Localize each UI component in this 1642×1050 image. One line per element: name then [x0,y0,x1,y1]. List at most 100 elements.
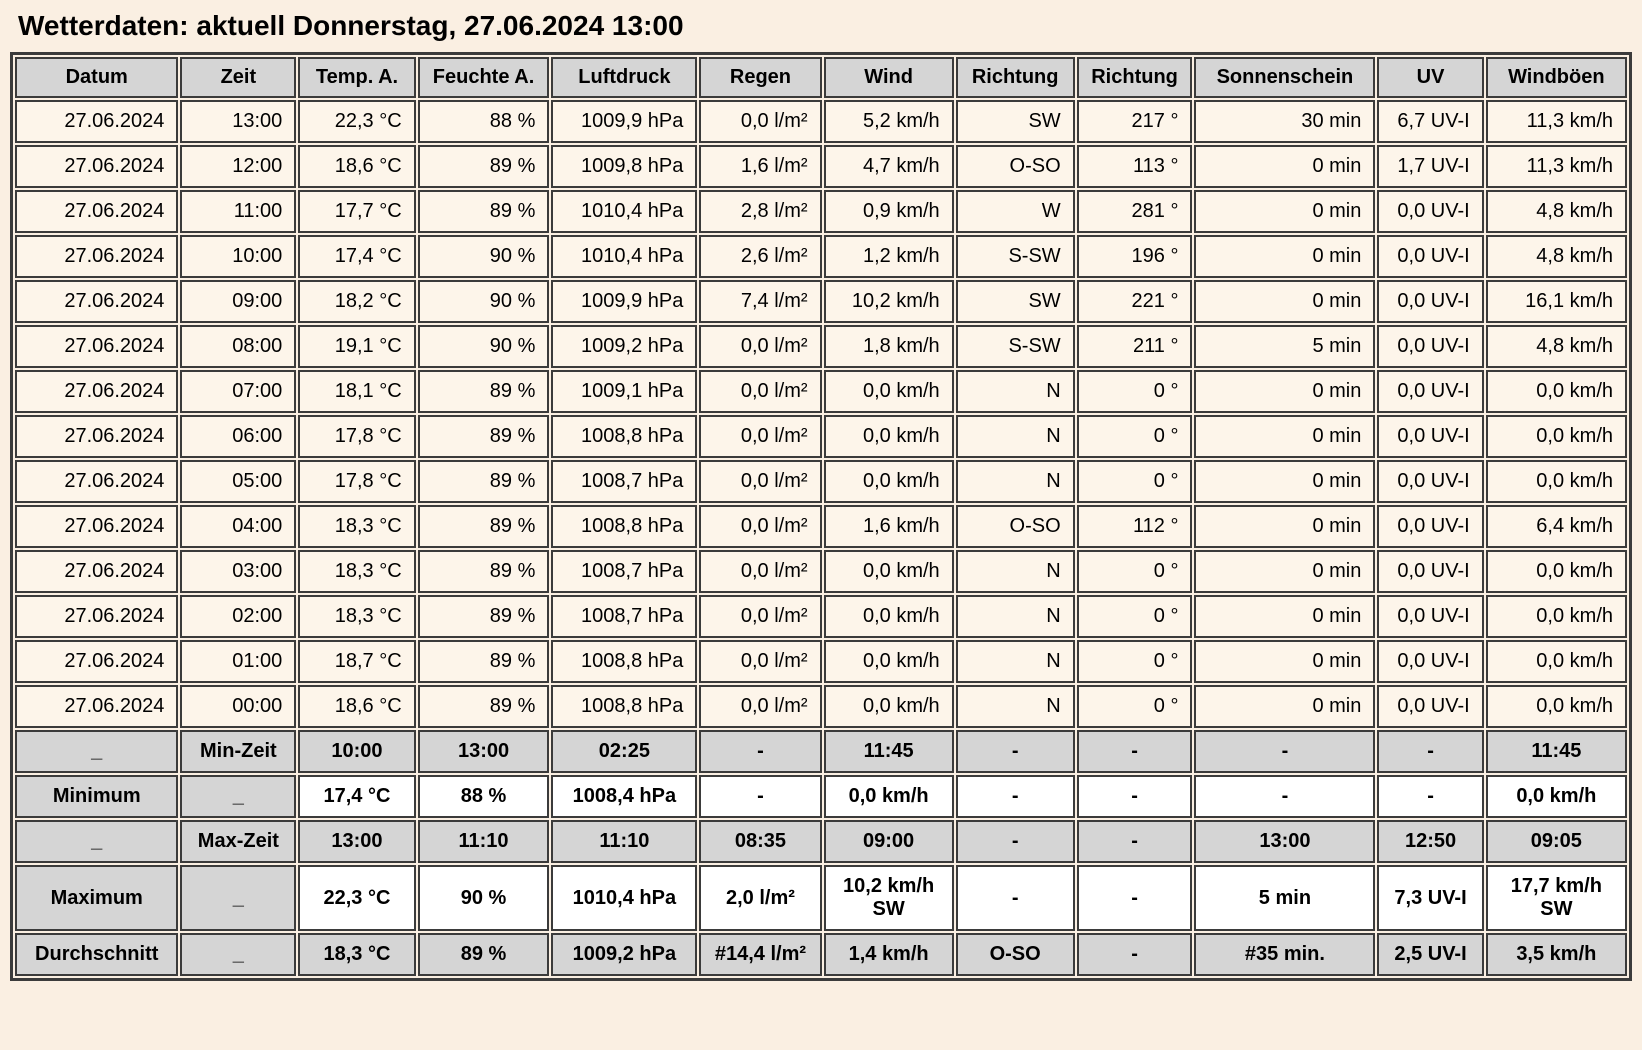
data-cell: 0 ° [1076,595,1193,638]
data-cell: 09:00 [180,280,297,323]
summary-cell: - [1377,730,1484,773]
table-body: 27.06.2024 13:00 22,3 °C 88 % 1009,9 hPa 0,0 … [15,100,1627,976]
data-cell: 27.06.2024 [15,685,179,728]
header-cell: Sonnenschein [1194,57,1376,98]
data-cell: 0,9 km/h [823,190,954,233]
data-cell: 89 % [417,550,550,593]
summary-cell: 13:00 [1194,820,1376,863]
data-cell: 27.06.2024 [15,145,179,188]
data-cell: 00:00 [180,685,297,728]
data-cell: 0 ° [1076,370,1193,413]
header-cell: Regen [699,57,822,98]
data-cell: 1010,4 hPa [551,235,698,278]
summary-cell: 88 % [417,775,550,818]
data-cell: 0,0 UV-I [1377,415,1484,458]
data-cell: N [955,370,1075,413]
data-cell: 18,1 °C [298,370,416,413]
summary-cell: 12:50 [1377,820,1484,863]
data-cell: 112 ° [1076,505,1193,548]
data-cell: 18,3 °C [298,505,416,548]
data-cell: 27.06.2024 [15,235,179,278]
data-cell: 0,0 l/m² [699,325,822,368]
data-cell: N [955,685,1075,728]
summary-cell: - [955,865,1075,931]
data-cell: 1,6 l/m² [699,145,822,188]
summary-cell: 17,7 km/h SW [1485,865,1627,931]
header-cell: UV [1377,57,1484,98]
header-cell: Luftdruck [551,57,698,98]
summary-cell: Maximum [15,865,179,931]
summary-cell: - [1377,775,1484,818]
data-cell: 0,0 l/m² [699,685,822,728]
data-cell: 1008,7 hPa [551,550,698,593]
summary-cell: 11:10 [551,820,698,863]
data-cell: 6,4 km/h [1485,505,1627,548]
data-cell: 0,0 km/h [1485,415,1627,458]
data-cell: 1009,9 hPa [551,100,698,143]
summary-row-max-zeit: _ Max-Zeit 13:00 11:10 11:10 08:35 09:00- -13:0… [15,820,1627,863]
data-cell: 0 min [1194,460,1376,503]
summary-cell: - [1076,775,1193,818]
data-cell: 0,0 UV-I [1377,325,1484,368]
data-cell: 1009,8 hPa [551,145,698,188]
table-row: 27.06.2024 01:00 18,7 °C 89 % 1008,8 hPa 0,0 … [15,640,1627,683]
data-cell: 0 min [1194,145,1376,188]
summary-cell: - [955,775,1075,818]
data-cell: 89 % [417,145,550,188]
data-cell: 0,0 l/m² [699,415,822,458]
table-row: 27.06.2024 12:00 18,6 °C 89 % 1009,8 hPa 1,6 … [15,145,1627,188]
summary-cell: 13:00 [417,730,550,773]
data-cell: 1,8 km/h [823,325,954,368]
data-cell: 0,0 UV-I [1377,370,1484,413]
data-cell: 18,6 °C [298,145,416,188]
data-cell: N [955,415,1075,458]
data-cell: 4,7 km/h [823,145,954,188]
header-cell: Wind [823,57,954,98]
summary-cell: _ [15,820,179,863]
summary-cell: 2,5 UV-I [1377,933,1484,976]
data-cell: N [955,550,1075,593]
data-cell: 89 % [417,685,550,728]
data-cell: 27.06.2024 [15,190,179,233]
table-row: 27.06.2024 02:00 18,3 °C 89 % 1008,7 hPa 0,0 … [15,595,1627,638]
data-cell: 196 ° [1076,235,1193,278]
table-row: 27.06.2024 08:00 19,1 °C 90 % 1009,2 hPa 0,0 … [15,325,1627,368]
summary-cell: _ [180,865,297,931]
summary-cell: 09:05 [1485,820,1627,863]
data-cell: 1,7 UV-I [1377,145,1484,188]
table-row: 27.06.2024 09:00 18,2 °C 90 % 1009,9 hPa 7,4 … [15,280,1627,323]
table-row: 27.06.2024 04:00 18,3 °C 89 % 1008,8 hPa 0,0 … [15,505,1627,548]
data-cell: 17,7 °C [298,190,416,233]
data-cell: 13:00 [180,100,297,143]
header-cell: Temp. A. [298,57,416,98]
data-cell: 18,2 °C [298,280,416,323]
data-cell: 2,8 l/m² [699,190,822,233]
summary-cell: #14,4 l/m² [699,933,822,976]
summary-cell: 3,5 km/h [1485,933,1627,976]
data-cell: 0 min [1194,505,1376,548]
data-cell: 0,0 km/h [1485,550,1627,593]
data-cell: 0,0 km/h [1485,640,1627,683]
summary-cell: 11:45 [823,730,954,773]
data-cell: 0,0 UV-I [1377,460,1484,503]
data-cell: 0,0 l/m² [699,550,822,593]
summary-cell: 18,3 °C [298,933,416,976]
data-cell: 0,0 UV-I [1377,505,1484,548]
data-cell: 16,1 km/h [1485,280,1627,323]
data-cell: 0,0 UV-I [1377,280,1484,323]
data-cell: O-SO [955,145,1075,188]
summary-cell: Max-Zeit [180,820,297,863]
data-cell: 1009,2 hPa [551,325,698,368]
summary-cell: 22,3 °C [298,865,416,931]
summary-cell: - [1076,820,1193,863]
data-cell: 4,8 km/h [1485,325,1627,368]
data-cell: 0,0 UV-I [1377,685,1484,728]
data-cell: S-SW [955,325,1075,368]
data-cell: 17,4 °C [298,235,416,278]
data-cell: 27.06.2024 [15,550,179,593]
data-cell: 211 ° [1076,325,1193,368]
data-cell: 1010,4 hPa [551,190,698,233]
data-cell: 02:00 [180,595,297,638]
summary-cell: 0,0 km/h [823,775,954,818]
data-cell: 89 % [417,640,550,683]
